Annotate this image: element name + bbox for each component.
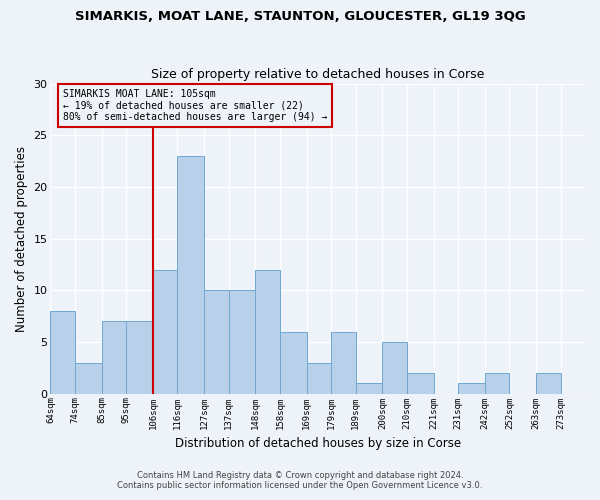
Bar [50, 311, 75, 394]
Bar [153, 270, 178, 394]
Bar [458, 384, 485, 394]
Bar [407, 373, 434, 394]
Y-axis label: Number of detached properties: Number of detached properties [15, 146, 28, 332]
Bar [126, 322, 153, 394]
Bar [307, 362, 331, 394]
Bar [331, 332, 356, 394]
Bar [204, 290, 229, 394]
Bar [256, 270, 280, 394]
X-axis label: Distribution of detached houses by size in Corse: Distribution of detached houses by size … [175, 437, 461, 450]
Bar [356, 384, 382, 394]
Bar [75, 362, 102, 394]
Bar [102, 322, 126, 394]
Bar [536, 373, 560, 394]
Title: Size of property relative to detached houses in Corse: Size of property relative to detached ho… [151, 68, 484, 81]
Bar [229, 290, 256, 394]
Text: SIMARKIS MOAT LANE: 105sqm
← 19% of detached houses are smaller (22)
80% of semi: SIMARKIS MOAT LANE: 105sqm ← 19% of deta… [62, 88, 327, 122]
Text: Contains HM Land Registry data © Crown copyright and database right 2024.
Contai: Contains HM Land Registry data © Crown c… [118, 470, 482, 490]
Text: SIMARKIS, MOAT LANE, STAUNTON, GLOUCESTER, GL19 3QG: SIMARKIS, MOAT LANE, STAUNTON, GLOUCESTE… [74, 10, 526, 23]
Bar [382, 342, 407, 394]
Bar [178, 156, 204, 394]
Bar [280, 332, 307, 394]
Bar [485, 373, 509, 394]
